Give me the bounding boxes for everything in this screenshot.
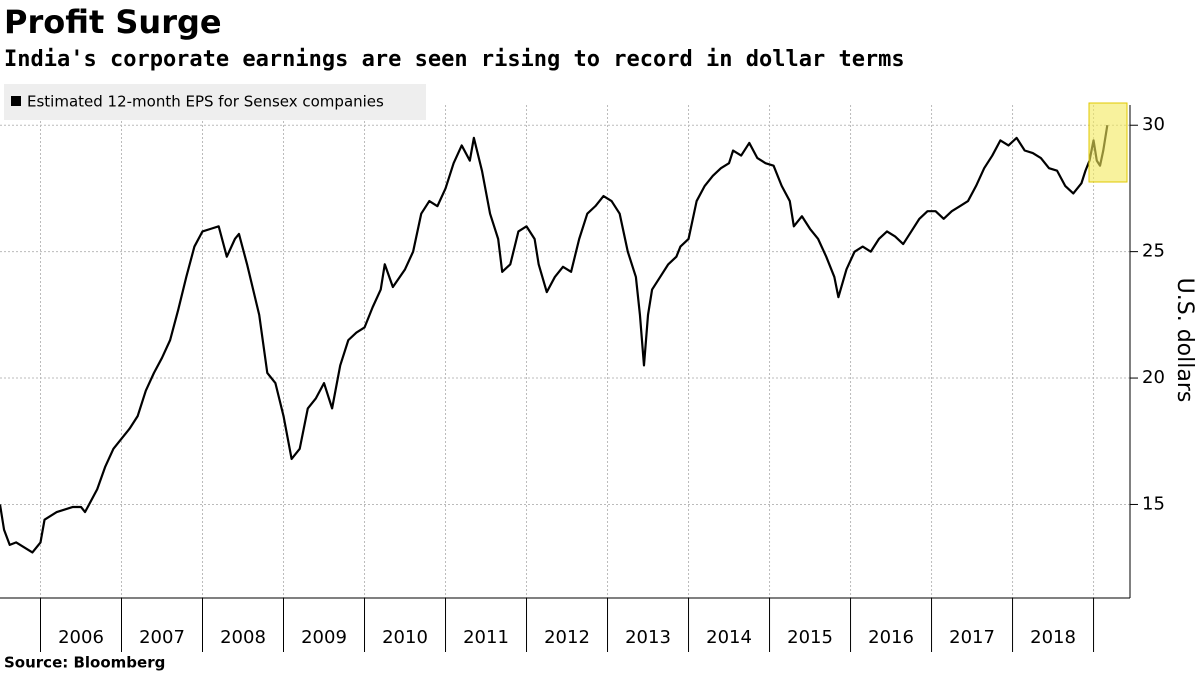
data-line <box>0 125 1109 554</box>
legend-swatch <box>11 96 21 106</box>
source: Source: Bloomberg <box>4 654 165 672</box>
x-tick-label: 2014 <box>706 627 752 648</box>
y-tick-label: 25 <box>1142 241 1165 262</box>
x-tick-label: 2017 <box>949 627 995 648</box>
legend-box <box>4 84 426 120</box>
x-tick-label: 2013 <box>625 627 671 648</box>
x-tick-label: 2015 <box>787 627 833 648</box>
x-tick-label: 2018 <box>1030 627 1076 648</box>
x-tick-label: 2012 <box>544 627 590 648</box>
x-tick-label: 2006 <box>58 627 104 648</box>
x-tick-label: 2009 <box>301 627 347 648</box>
y-axis-label: U.S. dollars <box>1172 278 1197 403</box>
highlight-box <box>1088 102 1128 183</box>
chart-title: Profit Surge <box>4 3 222 41</box>
x-tick-label: 2007 <box>139 627 185 648</box>
legend-label: Estimated 12-month EPS for Sensex compan… <box>27 93 384 111</box>
y-tick-label: 15 <box>1142 493 1165 514</box>
x-tick-label: 2008 <box>220 627 266 648</box>
x-tick-label: 2010 <box>382 627 428 648</box>
y-tick-label: 20 <box>1142 367 1165 388</box>
x-tick-label: 2016 <box>868 627 914 648</box>
x-tick-label: 2011 <box>463 627 509 648</box>
y-tick-label: 30 <box>1142 114 1165 135</box>
chart-subtitle: India's corporate earnings are seen risi… <box>4 47 905 72</box>
